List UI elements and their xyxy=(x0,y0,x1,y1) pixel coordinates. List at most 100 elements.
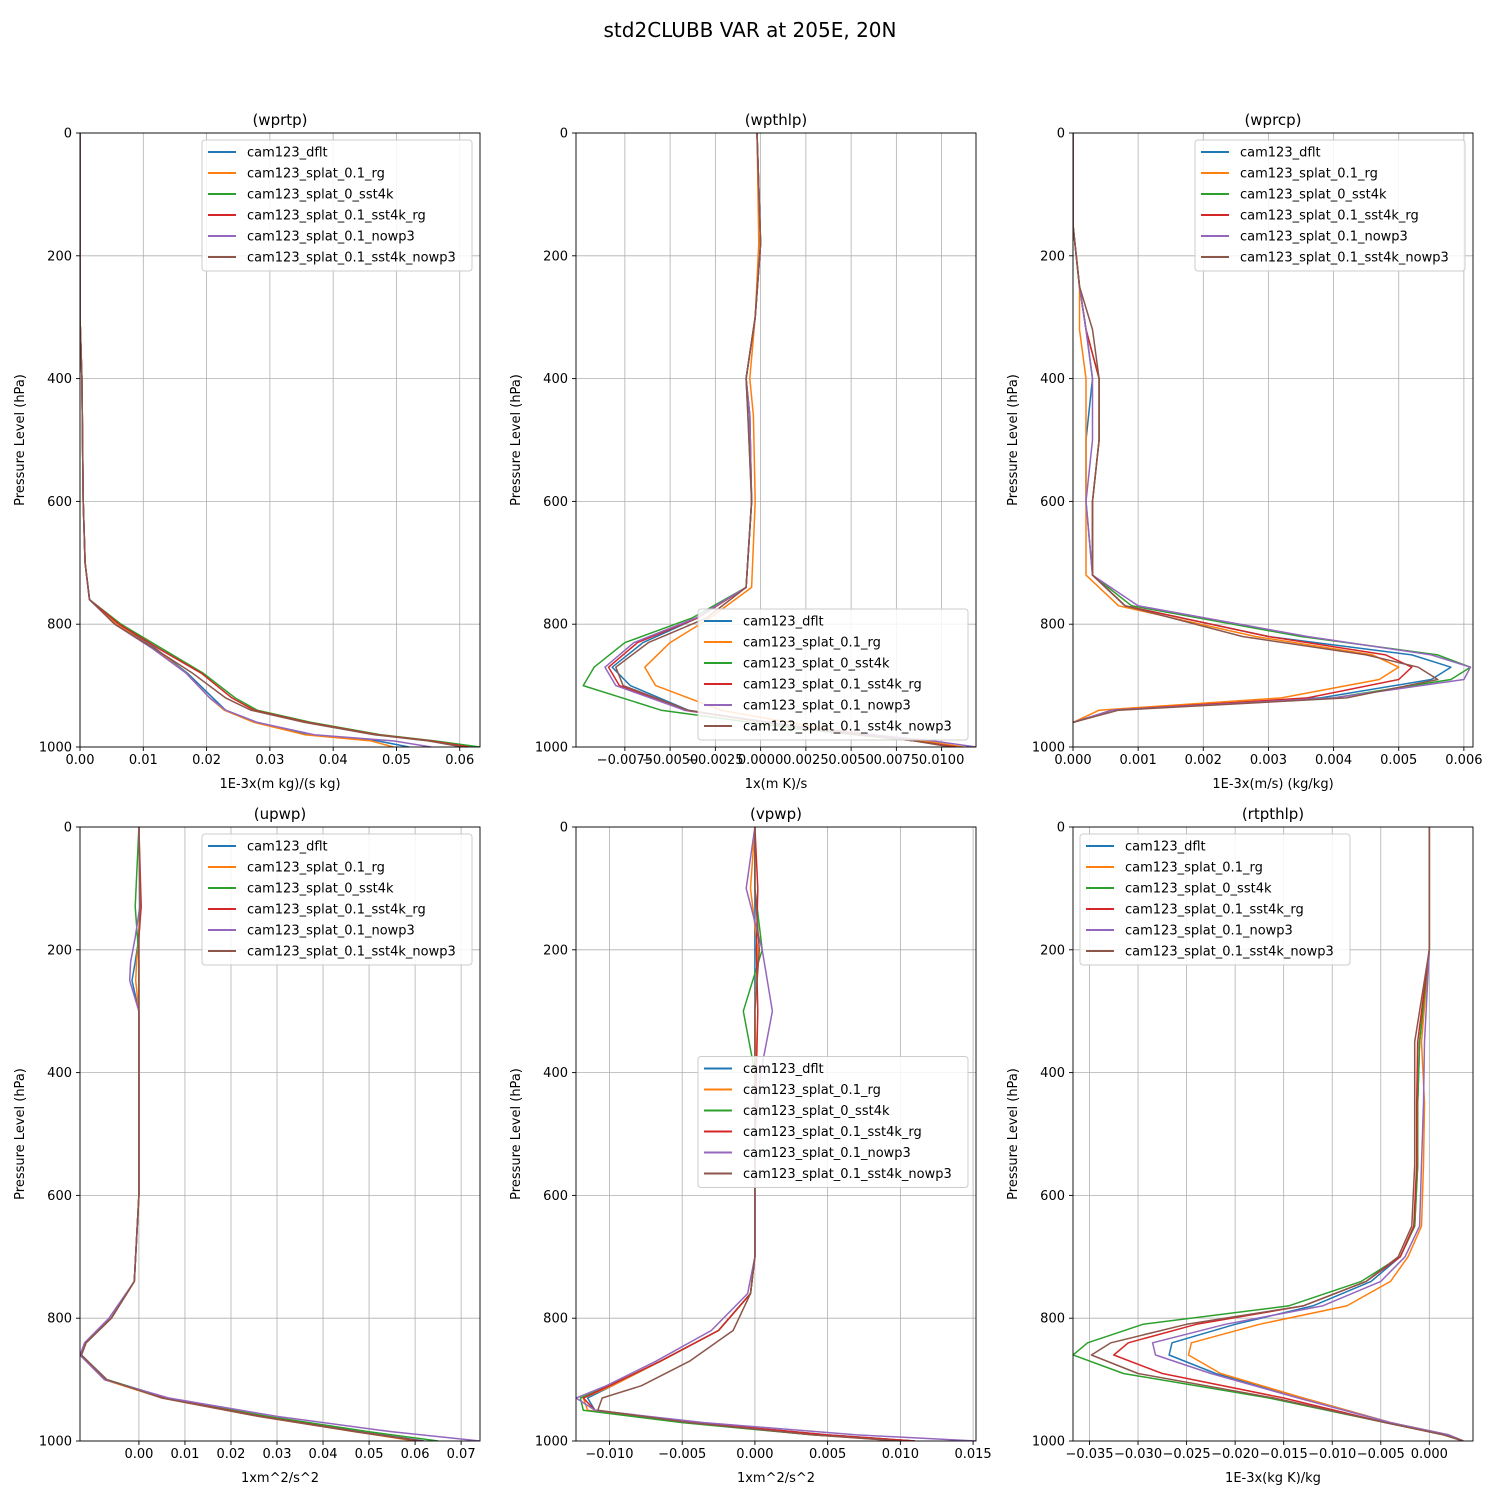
y-tick-label: 0 xyxy=(1057,821,1065,836)
series-line-cam123_splat_0.1_sst4k_nowp3 xyxy=(80,133,464,747)
y-tick-label: 1000 xyxy=(39,741,72,756)
x-tick-label: 0.03 xyxy=(263,1447,292,1462)
legend: cam123_dflt cam123_splat_0.1_rg cam123_spl… xyxy=(1194,139,1466,272)
legend-entry: cam123_dflt xyxy=(743,1062,824,1077)
series-line-cam123_splat_0.1_sst4k_nowp3 xyxy=(1073,133,1439,724)
legend-box xyxy=(201,833,473,966)
series-line-cam123_splat_0.1_rg xyxy=(1073,133,1400,724)
subplot-upwp: 0.00 0.01 0.02 0.03 0.04 0.05 0.06 0.07 0 200 400 6… xyxy=(13,805,481,1486)
subplot-title: (rtpthlp) xyxy=(1242,805,1304,823)
y-tick-label: 600 xyxy=(47,1189,72,1204)
x-tick-label: −0.035 xyxy=(1065,1447,1113,1462)
x-tick-label: 0.002 xyxy=(1185,753,1222,768)
legend-entry: cam123_splat_0.1_sst4k_rg xyxy=(1240,209,1419,224)
y-tick-label: 400 xyxy=(47,372,72,387)
y-tick-label: 200 xyxy=(543,249,568,264)
legend-entry: cam123_splat_0.1_sst4k_rg xyxy=(247,209,426,224)
legend-entry: cam123_splat_0_sst4k xyxy=(1125,882,1272,897)
series-line-cam123_splat_0.1_sst4k_nowp3 xyxy=(1090,827,1464,1441)
y-tick-label: 600 xyxy=(543,1189,568,1204)
subplot-rtpthlp: −0.035 −0.030 −0.025 −0.020 −0.015 −0.010 −0.0… xyxy=(1006,805,1474,1486)
legend-entry: cam123_splat_0_sst4k xyxy=(743,657,890,672)
subplot-wprtp: 0.00 0.01 0.02 0.03 0.04 0.05 0.06 0 200 400 600 80… xyxy=(13,111,481,792)
x-tick-label: 0.0050 xyxy=(828,753,874,768)
x-tick-label: 0.01 xyxy=(129,753,158,768)
x-tick-label: −0.015 xyxy=(1260,1447,1308,1462)
x-tick-label: 0.015 xyxy=(954,1447,991,1462)
x-tick-label: 0.010 xyxy=(882,1447,919,1462)
x-tick-label: 0.004 xyxy=(1315,753,1352,768)
legend-entry: cam123_splat_0.1_nowp3 xyxy=(1240,230,1408,245)
subplot-title: (wprcp) xyxy=(1244,111,1301,129)
y-tick-label: 0 xyxy=(560,821,568,836)
subplot-title: (upwp) xyxy=(254,805,307,823)
y-tick-label: 1000 xyxy=(1032,1435,1065,1450)
subplot-vpwp: −0.010 −0.005 0.000 0.005 0.010 0.015 0 200 400 6… xyxy=(509,805,992,1486)
y-tick-label: 800 xyxy=(1040,618,1065,633)
x-tick-label: −0.0075 xyxy=(597,753,653,768)
legend-entry: cam123_dflt xyxy=(1125,840,1206,855)
x-tick-label: −0.005 xyxy=(1357,1447,1405,1462)
x-tick-label: −0.020 xyxy=(1211,1447,1259,1462)
series-line-cam123_splat_0.1_sst4k_nowp3 xyxy=(80,827,420,1441)
legend-entry: cam123_splat_0.1_sst4k_rg xyxy=(743,1125,922,1140)
legend-entry: cam123_splat_0_sst4k xyxy=(1240,188,1387,203)
x-tick-label: 0.04 xyxy=(319,753,348,768)
subplot-grid: 0.00 0.01 0.02 0.03 0.04 0.05 0.06 0 200 400 600 80… xyxy=(13,111,1482,1486)
legend-entry: cam123_dflt xyxy=(743,615,824,630)
x-tick-label: 0.02 xyxy=(217,1447,246,1462)
x-tick-label: 0.000 xyxy=(1411,1447,1448,1462)
legend-entry: cam123_splat_0.1_nowp3 xyxy=(247,924,415,939)
legend-entry: cam123_splat_0.1_nowp3 xyxy=(1125,924,1293,939)
x-tick-label: 0.000 xyxy=(1054,753,1091,768)
x-tick-label: 0.0100 xyxy=(919,753,965,768)
legend-entry: cam123_splat_0.1_rg xyxy=(247,167,385,182)
x-tick-label: 0.005 xyxy=(1380,753,1417,768)
x-tick-label: 0.06 xyxy=(445,753,474,768)
legend-box xyxy=(1194,139,1466,272)
x-tick-label: 0.05 xyxy=(355,1447,384,1462)
legend-entry: cam123_splat_0.1_sst4k_nowp3 xyxy=(247,251,456,266)
x-tick-label: −0.0025 xyxy=(687,753,743,768)
subplot-title: (vpwp) xyxy=(750,805,802,823)
x-tick-label: 0.03 xyxy=(255,753,284,768)
series-line-cam123_splat_0.1_nowp3 xyxy=(1073,133,1472,724)
legend: cam123_dflt cam123_splat_0.1_rg cam123_spl… xyxy=(697,608,969,741)
x-tick-label: 0.001 xyxy=(1120,753,1157,768)
y-tick-label: 800 xyxy=(47,618,72,633)
axes-frame xyxy=(575,132,977,748)
x-tick-label: 0.005 xyxy=(809,1447,846,1462)
x-tick-label: 0.01 xyxy=(170,1447,199,1462)
legend-box xyxy=(1079,833,1351,966)
series-line-cam123_splat_0.1_nowp3 xyxy=(576,827,976,1441)
series-group xyxy=(1073,827,1464,1441)
legend-entry: cam123_splat_0.1_sst4k_nowp3 xyxy=(743,720,952,735)
y-tick-label: 200 xyxy=(47,943,72,958)
y-tick-label: 200 xyxy=(1040,943,1065,958)
legend-entry: cam123_splat_0_sst4k xyxy=(247,882,394,897)
x-tick-label: 0.006 xyxy=(1445,753,1482,768)
x-tick-label: −0.0050 xyxy=(642,753,698,768)
legend-entry: cam123_splat_0.1_sst4k_rg xyxy=(743,678,922,693)
subplot-wprcp: 0.000 0.001 0.002 0.003 0.004 0.005 0.006 0 200 4… xyxy=(1006,111,1482,792)
x-tick-label: 0.0075 xyxy=(874,753,920,768)
y-tick-label: 400 xyxy=(47,1066,72,1081)
legend-entry: cam123_splat_0.1_rg xyxy=(743,1083,881,1098)
y-tick-label: 600 xyxy=(47,495,72,510)
legend-entry: cam123_splat_0.1_nowp3 xyxy=(247,230,415,245)
y-tick-label: 600 xyxy=(1040,495,1065,510)
series-line-cam123_splat_0.1_nowp3 xyxy=(1151,827,1464,1441)
x-tick-label: −0.025 xyxy=(1163,1447,1211,1462)
legend: cam123_dflt cam123_splat_0.1_rg cam123_spl… xyxy=(201,833,473,966)
y-tick-label: 0 xyxy=(64,821,72,836)
legend-entry: cam123_splat_0.1_rg xyxy=(1240,167,1378,182)
legend-entry: cam123_splat_0.1_rg xyxy=(743,636,881,651)
legend-entry: cam123_splat_0_sst4k xyxy=(247,188,394,203)
y-tick-label: 600 xyxy=(543,495,568,510)
legend-entry: cam123_splat_0.1_sst4k_nowp3 xyxy=(247,945,456,960)
x-tick-label: −0.005 xyxy=(658,1447,706,1462)
x-axis-label: 1xm^2/s^2 xyxy=(241,1471,319,1486)
y-tick-label: 200 xyxy=(1040,249,1065,264)
legend-box xyxy=(697,1056,969,1188)
